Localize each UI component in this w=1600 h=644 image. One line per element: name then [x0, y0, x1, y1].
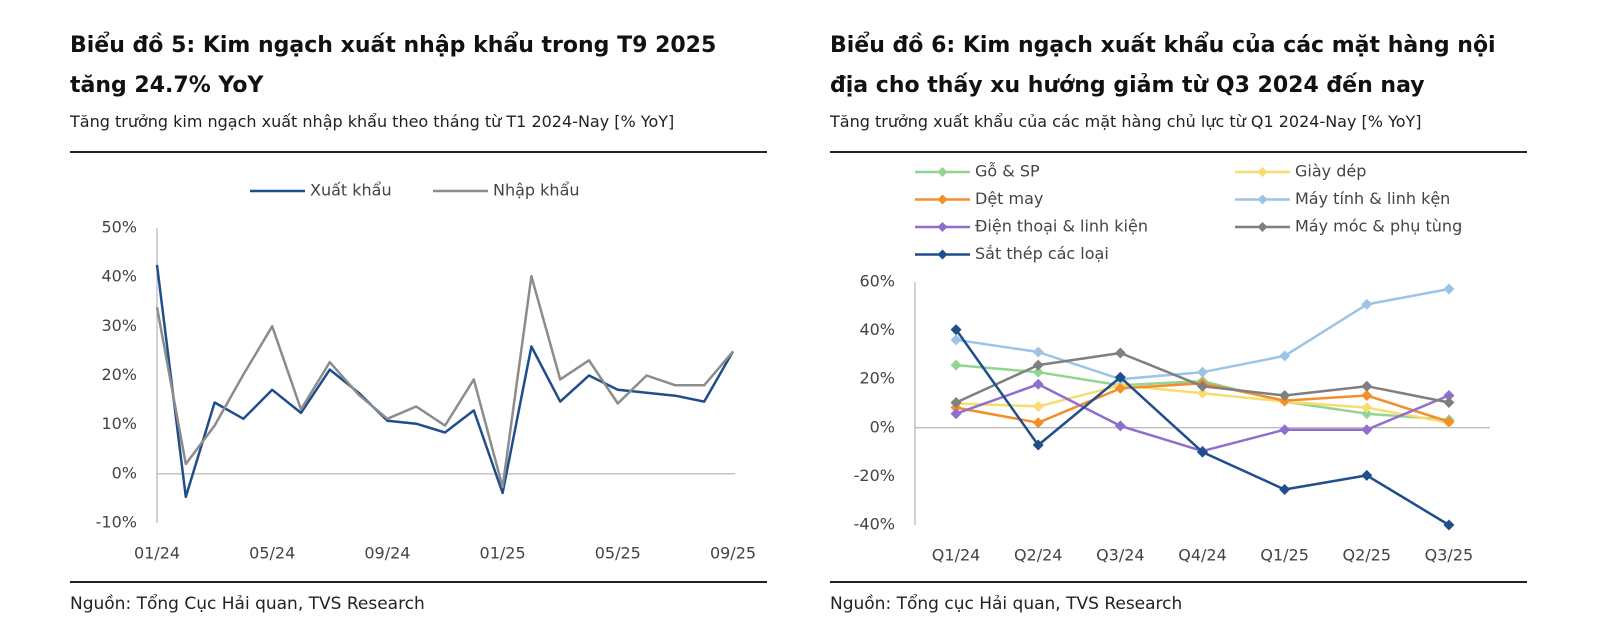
point-marker	[1197, 446, 1208, 458]
point-marker	[1443, 416, 1455, 428]
legend-label: Điện thoại & linh kiện	[975, 217, 1148, 236]
chart-title: Biểu đồ 5: Kim ngạch xuất nhập khẩu tron…	[70, 33, 717, 98]
point-marker	[1443, 397, 1455, 409]
rule	[70, 581, 767, 583]
source: Nguồn: Tổng cục Hải quan, TVS Research	[830, 594, 1183, 614]
legend-label: Xuất khẩu	[310, 181, 392, 200]
legend-marker	[1257, 167, 1268, 177]
legend-marker	[937, 194, 948, 205]
point-marker	[1114, 371, 1126, 383]
legend-label: Nhập khẩu	[493, 181, 580, 200]
point-marker	[1032, 346, 1044, 358]
x-tick-label: 09/25	[710, 544, 756, 563]
y-tick-label: 50%	[101, 218, 137, 237]
point-marker	[1279, 350, 1291, 362]
point-marker	[950, 408, 962, 420]
point-marker	[1197, 387, 1208, 399]
y-tick-label: 40%	[101, 267, 137, 286]
legend-marker	[937, 222, 948, 232]
legend-label: Sắt thép các loại	[975, 244, 1109, 263]
y-tick-label: 60%	[859, 272, 895, 291]
chart-subtitle: Tăng trưởng xuất khẩu của các mặt hàng c…	[830, 112, 1422, 131]
legend-marker	[1257, 194, 1268, 205]
x-tick-label: Q2/24	[1014, 546, 1063, 565]
chart-subtitle: Tăng trưởng kim ngạch xuất nhập khẩu the…	[70, 112, 675, 131]
point-marker	[1032, 439, 1044, 451]
rule	[830, 581, 1527, 583]
legend-label: Dệt may	[975, 189, 1043, 208]
rule	[70, 151, 767, 153]
series-line	[155, 274, 734, 489]
point-marker	[950, 324, 962, 336]
x-tick-label: 09/24	[364, 544, 410, 563]
legend-label: Máy móc & phụ tùng	[1295, 217, 1462, 236]
series-line	[155, 264, 735, 499]
point-marker	[1032, 366, 1044, 378]
point-marker	[1032, 378, 1044, 390]
point-marker	[950, 359, 962, 371]
source: Nguồn: Tổng Cục Hải quan, TVS Research	[70, 594, 425, 614]
point-marker	[1114, 420, 1126, 432]
point-marker	[1279, 424, 1291, 436]
point-marker	[1197, 380, 1208, 392]
point-marker	[1114, 382, 1126, 394]
rule	[830, 151, 1527, 153]
legend-marker	[937, 167, 948, 177]
y-tick-label: 40%	[859, 320, 895, 339]
point-marker	[1279, 484, 1291, 496]
y-tick-label: 20%	[859, 369, 895, 388]
point-marker	[1032, 359, 1044, 371]
x-tick-label: Q3/24	[1096, 546, 1145, 565]
x-tick-label: Q3/25	[1425, 546, 1474, 565]
point-marker	[1443, 389, 1455, 401]
x-tick-label: 01/24	[134, 544, 180, 563]
y-tick-label: 0%	[870, 417, 895, 436]
point-marker	[1032, 400, 1044, 412]
legend-label: Máy tính & linh kện	[1295, 189, 1450, 208]
legend-label: Gỗ & SP	[975, 162, 1040, 181]
x-tick-label: Q4/24	[1178, 546, 1227, 565]
series-line	[955, 287, 1450, 381]
point-marker	[1361, 408, 1373, 420]
y-tick-label: 30%	[101, 316, 137, 335]
legend-marker	[937, 249, 948, 260]
point-marker	[1279, 389, 1291, 401]
point-marker	[1361, 298, 1373, 310]
point-marker	[1361, 380, 1373, 392]
y-tick-label: 20%	[101, 365, 137, 384]
point-marker	[950, 397, 962, 409]
y-tick-label: 0%	[112, 463, 137, 482]
legend-label: Giày dép	[1295, 162, 1366, 181]
x-tick-label: 01/25	[480, 544, 526, 563]
legend-marker	[1257, 222, 1268, 232]
point-marker	[950, 334, 962, 346]
x-tick-label: Q1/25	[1260, 546, 1309, 565]
point-marker	[1361, 389, 1373, 401]
point-marker	[1361, 424, 1373, 436]
x-tick-label: 05/24	[249, 544, 295, 563]
point-marker	[1114, 347, 1126, 359]
point-marker	[1361, 469, 1373, 481]
y-tick-label: 10%	[101, 414, 137, 433]
point-marker	[1197, 366, 1208, 378]
point-marker	[1443, 519, 1455, 531]
y-tick-label: -40%	[854, 515, 895, 534]
y-tick-label: -20%	[854, 466, 895, 485]
point-marker	[1443, 283, 1455, 295]
y-tick-label: -10%	[96, 513, 137, 532]
point-marker	[1361, 402, 1373, 414]
x-tick-label: Q2/25	[1343, 546, 1392, 565]
chart-title: Biểu đồ 6: Kim ngạch xuất khẩu của các m…	[830, 33, 1496, 98]
x-tick-label: 05/25	[595, 544, 641, 563]
point-marker	[1032, 417, 1044, 429]
x-tick-label: Q1/24	[932, 546, 981, 565]
